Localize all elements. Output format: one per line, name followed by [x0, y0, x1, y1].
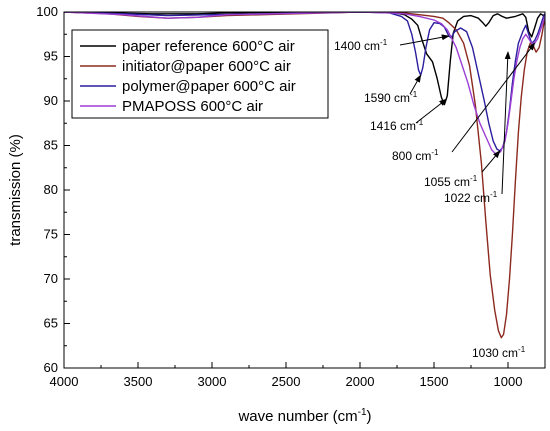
x-tick-label: 4000: [50, 374, 79, 389]
x-tick-label: 2000: [346, 374, 375, 389]
series-line-3: [64, 12, 545, 152]
legend-box: [71, 29, 329, 119]
annotation-main: 800 cm: [392, 149, 431, 163]
y-tick-label: 100: [36, 4, 58, 19]
x-axis-title-main: wave number (cm: [237, 408, 357, 425]
x-tick-label: 3000: [198, 374, 227, 389]
annotation-sup: -1: [431, 148, 439, 157]
legend-label-4: PMAPOSS 600°C air: [122, 98, 263, 115]
x-axis-title-end: ): [367, 408, 372, 425]
x-axis-title: wave number (cm-1): [237, 407, 371, 425]
annotation-label: 1590 cm-1: [364, 90, 418, 105]
annotation-main: 1030 cm: [472, 346, 518, 360]
legend-entries: paper reference 600°C air initiator@paper…: [80, 38, 296, 115]
legend-label-1: paper reference 600°C air: [122, 38, 295, 55]
y-tick-label: 95: [44, 49, 58, 64]
annotation-sup: -1: [416, 118, 424, 127]
annotation-label: 1030 cm-1: [472, 345, 526, 360]
annotation-label: 1400 cm-1: [334, 38, 388, 53]
annotation-main: 1055 cm: [424, 175, 470, 189]
y-tick-label: 70: [44, 271, 58, 286]
annotation-arrow: [415, 98, 448, 124]
x-axis-title-sup: -1: [358, 407, 367, 418]
annotation-arrow: [399, 34, 450, 46]
annotation-sup: -1: [380, 38, 388, 47]
y-tick-label: 80: [44, 182, 58, 197]
y-tick-label: 60: [44, 360, 58, 375]
annotation-label: 1055 cm-1: [424, 174, 478, 189]
legend: paper reference 600°C air initiator@paper…: [71, 29, 329, 119]
annotation-arrow: [451, 42, 536, 153]
y-tick-label: 85: [44, 138, 58, 153]
annotation-sup: -1: [410, 90, 418, 99]
annotation-sup: -1: [490, 190, 498, 199]
plot-frame: [63, 11, 546, 369]
annotation-arrow: [481, 150, 501, 173]
annotation-label: 1022 cm-1: [444, 190, 498, 205]
y-tick-label: 90: [44, 93, 58, 108]
y-tick-label: 75: [44, 227, 58, 242]
annotation-sup: -1: [518, 345, 526, 354]
annotation-label: 1416 cm-1: [370, 118, 424, 133]
annotation-label: 800 cm-1: [392, 148, 439, 163]
annotation-main: 1590 cm: [364, 91, 410, 105]
tick-labels: 4000 3500 3000 2500 2000 1500 1000 60 65 70 75 80 85…: [36, 4, 522, 389]
annotation-main: 1022 cm: [444, 191, 490, 205]
y-axis-title: transmission (%): [7, 134, 24, 246]
x-tick-label: 3500: [124, 374, 153, 389]
x-tick-label: 2500: [272, 374, 301, 389]
series-line-4: [64, 12, 545, 156]
annotation-main: 1416 cm: [370, 119, 416, 133]
y-tick-label: 65: [44, 316, 58, 331]
legend-label-3: polymer@paper 600°C air: [122, 78, 296, 95]
legend-label-2: initiator@paper 600°C air: [122, 58, 291, 75]
annotation-arrow: [501, 51, 511, 195]
x-tick-label: 1000: [494, 374, 523, 389]
annotation-arrow: [409, 74, 422, 95]
annotation-sup: -1: [470, 174, 478, 183]
annotation-main: 1400 cm: [334, 39, 380, 53]
x-tick-label: 1500: [420, 374, 449, 389]
